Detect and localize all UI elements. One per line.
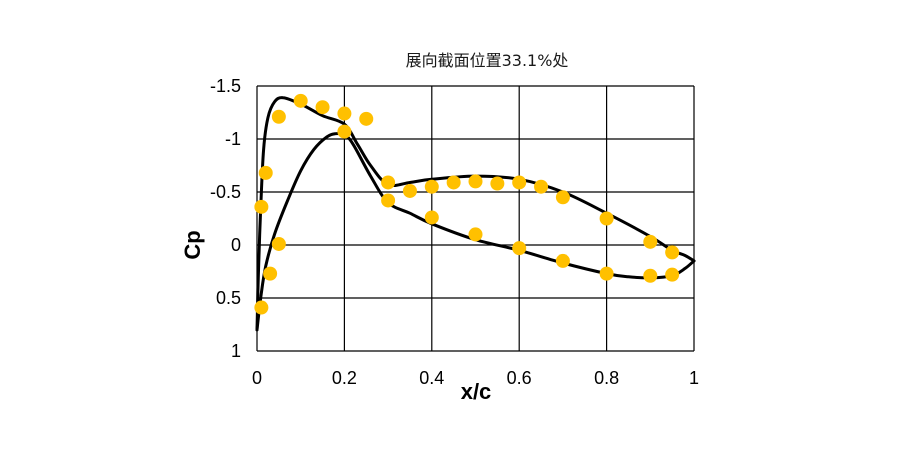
y-tick-label: 0 <box>231 235 241 255</box>
cp-data-point <box>665 267 680 282</box>
y-tick-labels: -1.5 -1 -0.5 0 0.5 1 <box>210 76 241 361</box>
cp-data-point <box>665 245 680 260</box>
cp-data-point <box>254 300 269 315</box>
cp-data-point <box>555 190 570 205</box>
cp-data-point <box>468 174 483 189</box>
cp-data-point <box>468 227 483 242</box>
y-tick-label: -0.5 <box>210 182 241 202</box>
cp-data-point <box>402 183 417 198</box>
cp-data-point <box>446 175 461 190</box>
cp-data-point <box>490 176 505 191</box>
cp-data-point <box>512 241 527 256</box>
x-tick-label: 0.4 <box>419 368 444 388</box>
cp-data-point <box>643 268 658 283</box>
x-tick-label: 1 <box>689 368 699 388</box>
y-tick-label: 0.5 <box>216 288 241 308</box>
cp-data-point <box>424 179 439 194</box>
y-tick-label: -1.5 <box>210 76 241 96</box>
series-lines <box>255 96 696 332</box>
cp-data-point <box>424 210 439 225</box>
cp-data-point <box>337 106 352 121</box>
cp-data-point <box>599 211 614 226</box>
cp-data-point <box>599 266 614 281</box>
x-tick-label: 0.2 <box>332 368 357 388</box>
series-points <box>254 93 680 315</box>
cp-data-point <box>293 93 308 108</box>
cp-data-point <box>555 253 570 268</box>
cp-curve-line <box>255 96 696 332</box>
cp-data-point <box>381 193 396 208</box>
cp-data-point <box>337 124 352 139</box>
cp-data-point <box>534 179 549 194</box>
x-tick-label: 0 <box>252 368 262 388</box>
cp-data-point <box>359 111 374 126</box>
cp-data-point <box>258 165 273 180</box>
y-tick-label: 1 <box>231 341 241 361</box>
cp-data-point <box>271 109 286 124</box>
grid <box>256 85 695 352</box>
cp-data-point <box>315 100 330 115</box>
cp-data-point <box>263 266 278 281</box>
x-tick-label: 0.6 <box>507 368 532 388</box>
x-axis-title: x/c <box>461 379 492 404</box>
y-tick-label: -1 <box>225 129 241 149</box>
chart-title: 展向截面位置33.1%处 <box>406 51 569 70</box>
cp-data-point <box>381 175 396 190</box>
cp-data-point <box>254 199 269 214</box>
y-axis-title: Cp <box>180 230 205 259</box>
cp-curve-line <box>255 131 696 332</box>
x-tick-label: 0.8 <box>594 368 619 388</box>
x-tick-labels: 0 0.2 0.4 0.6 0.8 1 <box>252 368 699 388</box>
cp-data-point <box>512 175 527 190</box>
cp-data-point <box>271 236 286 251</box>
cp-data-point <box>643 234 658 249</box>
